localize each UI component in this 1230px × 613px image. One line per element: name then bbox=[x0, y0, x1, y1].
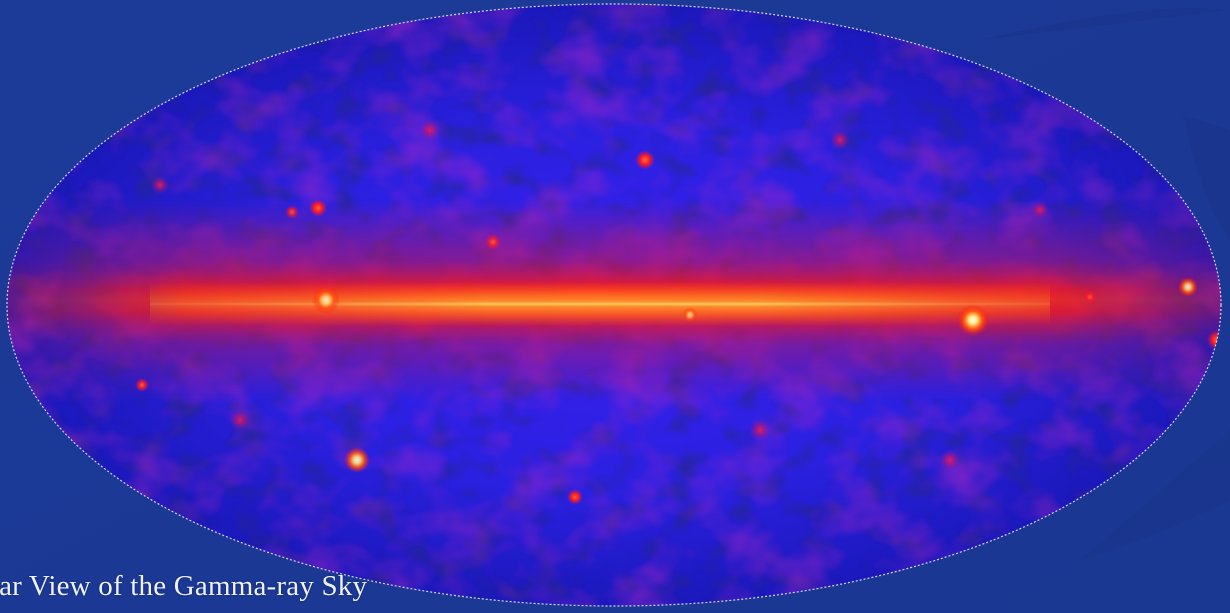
point-source bbox=[1083, 290, 1097, 304]
point-source bbox=[1207, 330, 1221, 350]
galactic-center-glow bbox=[150, 282, 1050, 326]
point-source bbox=[749, 419, 771, 441]
slide-caption: ear View of the Gamma-ray Sky bbox=[0, 570, 368, 602]
point-source bbox=[940, 450, 960, 470]
point-source bbox=[1031, 201, 1049, 219]
point-source bbox=[1178, 277, 1198, 297]
point-sources bbox=[135, 120, 1221, 505]
point-source bbox=[635, 150, 655, 170]
point-source bbox=[420, 120, 440, 140]
point-source bbox=[309, 199, 327, 217]
point-source bbox=[344, 447, 370, 473]
point-source bbox=[230, 410, 250, 430]
bright-point-source-right bbox=[957, 304, 989, 336]
point-source bbox=[682, 307, 698, 323]
point-source bbox=[830, 130, 850, 150]
sky-map-border bbox=[6, 3, 1222, 607]
point-source bbox=[485, 234, 501, 250]
point-source bbox=[567, 489, 583, 505]
point-source bbox=[312, 286, 340, 314]
point-source bbox=[135, 378, 149, 392]
point-source bbox=[285, 205, 299, 219]
point-source bbox=[151, 176, 169, 194]
